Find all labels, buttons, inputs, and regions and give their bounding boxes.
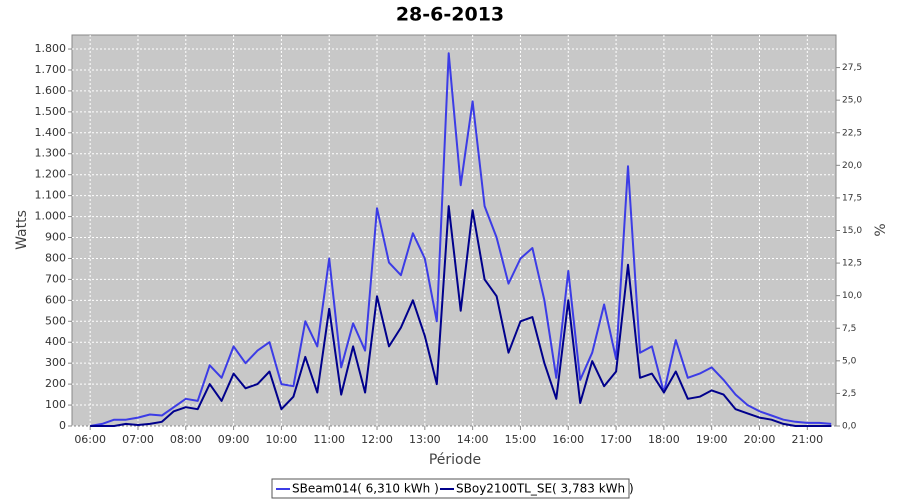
series-line <box>90 52 832 427</box>
x-tick-label: 19:00 <box>696 433 728 446</box>
y-tick-label: 0 <box>59 419 66 432</box>
y-tick-label: 600 <box>45 293 66 306</box>
x-tick-label: 12:00 <box>361 433 393 446</box>
y-tick-label: 1.700 <box>35 63 67 76</box>
y-tick-label: 1.600 <box>35 84 67 97</box>
y-tick-label: 1.400 <box>35 126 67 139</box>
y-tick-label: 1.200 <box>35 168 67 181</box>
y-tick-label: 700 <box>45 272 66 285</box>
y-tick-label: 900 <box>45 231 66 244</box>
y-tick-label: 1.000 <box>35 210 67 223</box>
x-tick-label: 21:00 <box>791 433 823 446</box>
y2-tick-label: 20,0 <box>842 161 862 171</box>
y-tick-label: 1.300 <box>35 147 67 160</box>
x-tick-label: 20:00 <box>744 433 776 446</box>
chart-title: 28-6-2013 <box>396 4 504 26</box>
y2-tick-label: 10,0 <box>842 291 862 301</box>
y2-tick-label: 12,5 <box>842 259 862 269</box>
y-tick-label: 1.800 <box>35 42 67 55</box>
y2-tick-label: 2,5 <box>842 389 856 399</box>
x-tick-label: 06:00 <box>74 433 106 446</box>
x-tick-label: 17:00 <box>600 433 632 446</box>
y-tick-label: 200 <box>45 377 66 390</box>
x-tick-label: 08:00 <box>170 433 202 446</box>
y2-tick-label: 15,0 <box>842 226 862 236</box>
legend-label: SBeam014( 6,310 kWh ) <box>292 482 439 496</box>
plot-area <box>71 34 837 427</box>
x-axis-label: Période <box>429 452 481 468</box>
y-axis-label: Watts <box>14 210 30 250</box>
y2-tick-label: 22,5 <box>842 128 862 138</box>
y-tick-label: 1.500 <box>35 105 67 118</box>
y-tick-label: 1.100 <box>35 189 67 202</box>
x-tick-label: 14:00 <box>457 433 489 446</box>
y2-tick-label: 0,0 <box>842 422 857 432</box>
y2-tick-label: 25,0 <box>842 96 862 106</box>
y-tick-label: 300 <box>45 356 66 369</box>
x-tick-label: 15:00 <box>505 433 537 446</box>
y-tick-label: 400 <box>45 335 66 348</box>
x-tick-label: 11:00 <box>313 433 345 446</box>
y2-tick-label: 5,0 <box>842 356 857 366</box>
x-tick-label: 07:00 <box>122 433 154 446</box>
series-line <box>90 205 832 427</box>
y-tick-label: 100 <box>45 398 66 411</box>
y2-tick-label: 27,5 <box>842 63 862 73</box>
y-tick-label: 800 <box>45 251 66 264</box>
x-tick-label: 13:00 <box>409 433 441 446</box>
legend-label: SBoy2100TL_SE( 3,783 kWh ) <box>456 482 634 496</box>
y-tick-label: 500 <box>45 314 66 327</box>
y2-axis-label: % <box>873 223 889 236</box>
x-tick-label: 18:00 <box>648 433 680 446</box>
x-tick-label: 09:00 <box>218 433 250 446</box>
x-tick-label: 10:00 <box>266 433 298 446</box>
y2-tick-label: 17,5 <box>842 193 862 203</box>
x-tick-label: 16:00 <box>552 433 584 446</box>
y2-tick-label: 7,5 <box>842 324 856 334</box>
